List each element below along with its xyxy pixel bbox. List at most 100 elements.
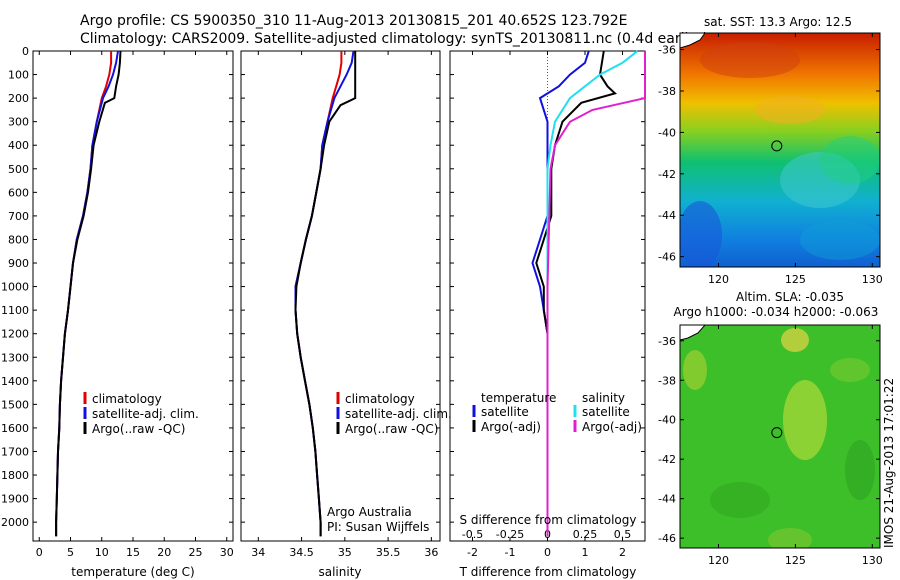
top-tick-label: -0.25 xyxy=(496,528,524,541)
sla-patch xyxy=(845,440,875,500)
y-tick-label: 1800 xyxy=(1,469,29,482)
legend-climatology: climatology xyxy=(345,392,415,406)
sst-patch xyxy=(820,136,880,184)
x-tick-label: 25 xyxy=(189,546,203,559)
sla-patch xyxy=(781,328,809,352)
temperature-axis-label: temperature (deg C) xyxy=(71,565,194,579)
legend-satellite: satellite-adj. clim. xyxy=(92,407,199,421)
sst-heatmap xyxy=(680,33,880,267)
series-line-satellite-adj-clim xyxy=(55,50,119,537)
sla-heatmap xyxy=(680,325,880,548)
lat-tick-label: -46 xyxy=(658,532,676,545)
lat-tick-label: -44 xyxy=(658,209,676,222)
sst-map-frame xyxy=(679,32,881,268)
lat-tick-label: -36 xyxy=(658,335,676,348)
sla-patch xyxy=(683,350,707,390)
temperature-legend: climatology satellite-adj. clim. Argo(..… xyxy=(83,392,199,436)
sla-map-panel: Altim. SLA: -0.035 Argo h1000: -0.034 h2… xyxy=(658,290,883,567)
y-tick-label: 100 xyxy=(8,69,29,82)
x-tick-label: 35.5 xyxy=(376,546,401,559)
annotation-argo-australia: Argo Australia xyxy=(327,505,412,519)
y-tick-label: 1500 xyxy=(1,398,29,411)
salinity-plot-frame xyxy=(240,50,441,542)
y-tick-label: 1900 xyxy=(1,493,29,506)
temperature-plot-frame xyxy=(32,50,234,542)
y-tick-label: 900 xyxy=(8,257,29,270)
legend-salinity-header: salinity xyxy=(582,391,625,405)
y-tick-label: 400 xyxy=(8,139,29,152)
figure-title-line1: Argo profile: CS 5900350_310 11-Aug-2013… xyxy=(80,13,628,29)
figure-title-line2: Climatology: CARS2009. Satellite-adjuste… xyxy=(80,31,708,47)
sst-patch xyxy=(755,96,825,124)
difference-legend: temperature satellite Argo(-adj) salinit… xyxy=(472,391,642,434)
sst-patch xyxy=(800,220,880,260)
top-tick-label: 0.25 xyxy=(573,528,598,541)
lat-tick-label: -44 xyxy=(658,493,676,506)
x-tick-label: 36 xyxy=(424,546,438,559)
sst-map-panel: sat. SST: 13.3 Argo: 12.5 -36 -38 -40 -42 -4… xyxy=(658,15,883,286)
lat-tick-label: -42 xyxy=(658,168,676,181)
salinity-axis-ticks: 34 34.5 35 35.5 36 xyxy=(251,51,438,559)
x-tick-label: 1 xyxy=(582,546,589,559)
lat-tick-label: -38 xyxy=(658,85,676,98)
y-tick-label: 300 xyxy=(8,116,29,129)
sla-patch xyxy=(710,482,770,518)
y-tick-label: 2000 xyxy=(1,516,29,529)
top-tick-label: 0.5 xyxy=(614,528,632,541)
x-tick-label: 5 xyxy=(67,546,74,559)
legend-satellite: satellite-adj. clim. xyxy=(345,407,452,421)
lon-tick-label: 120 xyxy=(708,273,729,286)
lat-tick-label: -40 xyxy=(658,126,676,139)
x-tick-label: 0 xyxy=(544,546,551,559)
salinity-axis-label: salinity xyxy=(318,565,361,579)
t-difference-axis-label: T difference from climatology xyxy=(459,565,637,579)
lat-tick-label: -40 xyxy=(658,414,676,427)
argo-location-marker xyxy=(771,140,783,152)
salinity-panel: 34 34.5 35 35.5 36 salinity climatology sate… xyxy=(240,50,452,579)
s-difference-axis-label: S difference from climatology xyxy=(460,513,637,527)
sla-patch xyxy=(768,528,812,548)
lon-tick-label: 125 xyxy=(785,273,806,286)
sst-patch xyxy=(680,201,722,267)
series-line-argo-raw-qc xyxy=(55,50,122,537)
sla-map-frame xyxy=(679,324,881,549)
series-line-t-satellite xyxy=(531,50,590,537)
sla-map-title-line1: Altim. SLA: -0.035 xyxy=(736,290,844,304)
series-line-climatology xyxy=(294,51,343,537)
legend-climatology: climatology xyxy=(92,392,162,406)
legend-argo: Argo(..raw -QC) xyxy=(345,422,438,436)
y-tick-label: 800 xyxy=(8,233,29,246)
legend-argo: Argo(..raw -QC) xyxy=(92,422,185,436)
y-tick-label: 1100 xyxy=(1,304,29,317)
salinity-depth-ticks xyxy=(241,50,440,523)
salinity-legend: climatology satellite-adj. clim. Argo(..… xyxy=(336,392,452,436)
y-tick-label: 200 xyxy=(8,92,29,105)
sla-lat-ticks: -36 -38 -40 -42 -44 -46 xyxy=(658,335,880,545)
y-tick-label: 0 xyxy=(22,45,29,58)
lon-tick-label: 120 xyxy=(708,554,729,567)
series-line-climatology xyxy=(55,51,113,537)
legend-s-satellite: satellite xyxy=(582,405,630,419)
depth-axis-ticks: 0 100 200 300 400 500 600 700 800 900 1000 1100 1200… xyxy=(1,45,233,529)
y-tick-label: 1400 xyxy=(1,375,29,388)
x-tick-label: -2 xyxy=(467,546,478,559)
legend-t-argo: Argo(-adj) xyxy=(481,420,541,434)
series-line-argo-raw-qc xyxy=(294,51,357,537)
series-line-s-argo-adj xyxy=(546,51,646,537)
sst-coastline xyxy=(680,33,706,49)
legend-temperature-header: temperature xyxy=(481,391,556,405)
series-line-s-satellite xyxy=(546,50,639,537)
lon-tick-label: 130 xyxy=(862,554,883,567)
top-tick-label: -0.5 xyxy=(462,528,483,541)
x-tick-label: 0 xyxy=(36,546,43,559)
sla-coastline xyxy=(680,325,706,341)
salinity-series xyxy=(294,50,357,537)
temperature-series xyxy=(55,50,122,537)
sst-map-title: sat. SST: 13.3 Argo: 12.5 xyxy=(704,15,852,29)
x-tick-label: 30 xyxy=(220,546,234,559)
sla-patch xyxy=(830,358,870,382)
y-tick-label: 1600 xyxy=(1,422,29,435)
series-line-satellite-adj-clim xyxy=(294,50,355,537)
y-tick-label: 1000 xyxy=(1,281,29,294)
